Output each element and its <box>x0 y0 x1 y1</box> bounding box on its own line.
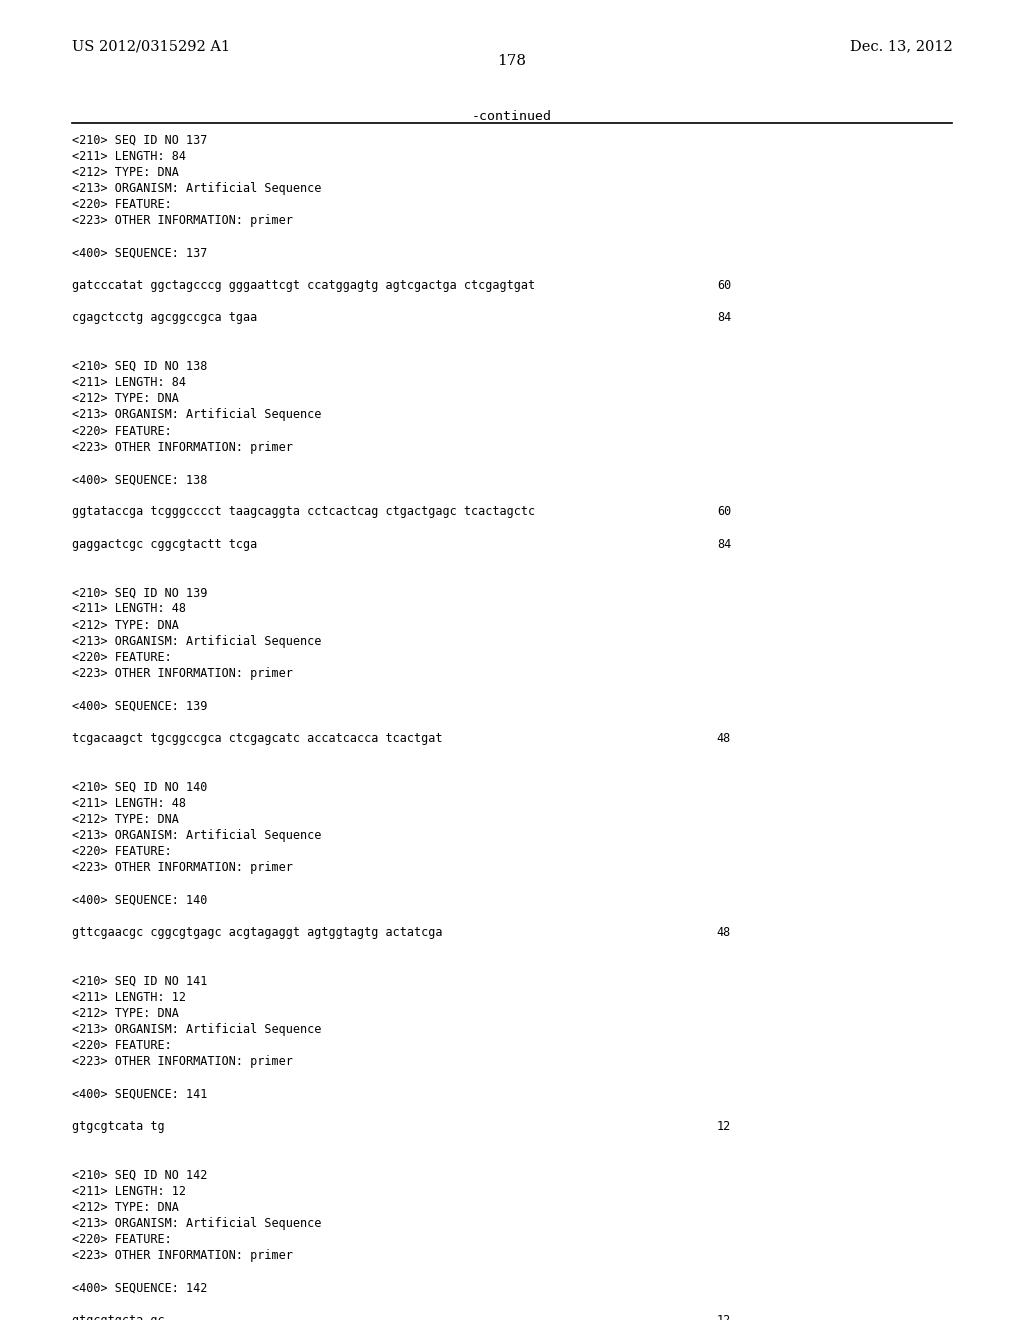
Text: <210> SEQ ID NO 137: <210> SEQ ID NO 137 <box>72 133 207 147</box>
Text: <211> LENGTH: 12: <211> LENGTH: 12 <box>72 990 185 1003</box>
Text: <212> TYPE: DNA: <212> TYPE: DNA <box>72 1007 178 1020</box>
Text: <210> SEQ ID NO 138: <210> SEQ ID NO 138 <box>72 360 207 374</box>
Text: <223> OTHER INFORMATION: primer: <223> OTHER INFORMATION: primer <box>72 214 293 227</box>
Text: <220> FEATURE:: <220> FEATURE: <box>72 198 171 211</box>
Text: <211> LENGTH: 48: <211> LENGTH: 48 <box>72 602 185 615</box>
Text: <210> SEQ ID NO 140: <210> SEQ ID NO 140 <box>72 780 207 793</box>
Text: tcgacaagct tgcggccgca ctcgagcatc accatcacca tcactgat: tcgacaagct tgcggccgca ctcgagcatc accatca… <box>72 731 442 744</box>
Text: <400> SEQUENCE: 141: <400> SEQUENCE: 141 <box>72 1088 207 1101</box>
Text: 60: 60 <box>717 279 731 292</box>
Text: <210> SEQ ID NO 142: <210> SEQ ID NO 142 <box>72 1168 207 1181</box>
Text: <212> TYPE: DNA: <212> TYPE: DNA <box>72 392 178 405</box>
Text: US 2012/0315292 A1: US 2012/0315292 A1 <box>72 40 229 54</box>
Text: gaggactcgc cggcgtactt tcga: gaggactcgc cggcgtactt tcga <box>72 537 257 550</box>
Text: <220> FEATURE:: <220> FEATURE: <box>72 845 171 858</box>
Text: <223> OTHER INFORMATION: primer: <223> OTHER INFORMATION: primer <box>72 1055 293 1068</box>
Text: <220> FEATURE:: <220> FEATURE: <box>72 651 171 664</box>
Text: <211> LENGTH: 84: <211> LENGTH: 84 <box>72 149 185 162</box>
Text: <400> SEQUENCE: 142: <400> SEQUENCE: 142 <box>72 1282 207 1295</box>
Text: <220> FEATURE:: <220> FEATURE: <box>72 1039 171 1052</box>
Text: 60: 60 <box>717 506 731 519</box>
Text: ggtataccga tcgggcccct taagcaggta cctcactcag ctgactgagc tcactagctc: ggtataccga tcgggcccct taagcaggta cctcact… <box>72 506 535 519</box>
Text: <223> OTHER INFORMATION: primer: <223> OTHER INFORMATION: primer <box>72 1249 293 1262</box>
Text: <211> LENGTH: 84: <211> LENGTH: 84 <box>72 376 185 389</box>
Text: gtgcgtgcta gc: gtgcgtgcta gc <box>72 1313 164 1320</box>
Text: <223> OTHER INFORMATION: primer: <223> OTHER INFORMATION: primer <box>72 861 293 874</box>
Text: 84: 84 <box>717 537 731 550</box>
Text: gatcccatat ggctagcccg gggaattcgt ccatggagtg agtcgactga ctcgagtgat: gatcccatat ggctagcccg gggaattcgt ccatgga… <box>72 279 535 292</box>
Text: <213> ORGANISM: Artificial Sequence: <213> ORGANISM: Artificial Sequence <box>72 829 322 842</box>
Text: <213> ORGANISM: Artificial Sequence: <213> ORGANISM: Artificial Sequence <box>72 635 322 648</box>
Text: <213> ORGANISM: Artificial Sequence: <213> ORGANISM: Artificial Sequence <box>72 1023 322 1036</box>
Text: <400> SEQUENCE: 138: <400> SEQUENCE: 138 <box>72 473 207 486</box>
Text: <212> TYPE: DNA: <212> TYPE: DNA <box>72 166 178 180</box>
Text: <220> FEATURE:: <220> FEATURE: <box>72 425 171 438</box>
Text: <210> SEQ ID NO 139: <210> SEQ ID NO 139 <box>72 586 207 599</box>
Text: <213> ORGANISM: Artificial Sequence: <213> ORGANISM: Artificial Sequence <box>72 182 322 195</box>
Text: <400> SEQUENCE: 139: <400> SEQUENCE: 139 <box>72 700 207 713</box>
Text: <223> OTHER INFORMATION: primer: <223> OTHER INFORMATION: primer <box>72 441 293 454</box>
Text: 12: 12 <box>717 1119 731 1133</box>
Text: <400> SEQUENCE: 137: <400> SEQUENCE: 137 <box>72 247 207 260</box>
Text: <210> SEQ ID NO 141: <210> SEQ ID NO 141 <box>72 974 207 987</box>
Text: <213> ORGANISM: Artificial Sequence: <213> ORGANISM: Artificial Sequence <box>72 1217 322 1230</box>
Text: <213> ORGANISM: Artificial Sequence: <213> ORGANISM: Artificial Sequence <box>72 408 322 421</box>
Text: 48: 48 <box>717 925 731 939</box>
Text: 84: 84 <box>717 312 731 325</box>
Text: 12: 12 <box>717 1313 731 1320</box>
Text: <211> LENGTH: 48: <211> LENGTH: 48 <box>72 796 185 809</box>
Text: gtgcgtcata tg: gtgcgtcata tg <box>72 1119 164 1133</box>
Text: <211> LENGTH: 12: <211> LENGTH: 12 <box>72 1184 185 1197</box>
Text: 178: 178 <box>498 54 526 69</box>
Text: Dec. 13, 2012: Dec. 13, 2012 <box>850 40 952 54</box>
Text: 48: 48 <box>717 731 731 744</box>
Text: <400> SEQUENCE: 140: <400> SEQUENCE: 140 <box>72 894 207 907</box>
Text: <223> OTHER INFORMATION: primer: <223> OTHER INFORMATION: primer <box>72 667 293 680</box>
Text: cgagctcctg agcggccgca tgaa: cgagctcctg agcggccgca tgaa <box>72 312 257 325</box>
Text: <212> TYPE: DNA: <212> TYPE: DNA <box>72 1201 178 1214</box>
Text: <212> TYPE: DNA: <212> TYPE: DNA <box>72 619 178 632</box>
Text: <212> TYPE: DNA: <212> TYPE: DNA <box>72 813 178 826</box>
Text: gttcgaacgc cggcgtgagc acgtagaggt agtggtagtg actatcga: gttcgaacgc cggcgtgagc acgtagaggt agtggta… <box>72 925 442 939</box>
Text: <220> FEATURE:: <220> FEATURE: <box>72 1233 171 1246</box>
Text: -continued: -continued <box>472 110 552 123</box>
